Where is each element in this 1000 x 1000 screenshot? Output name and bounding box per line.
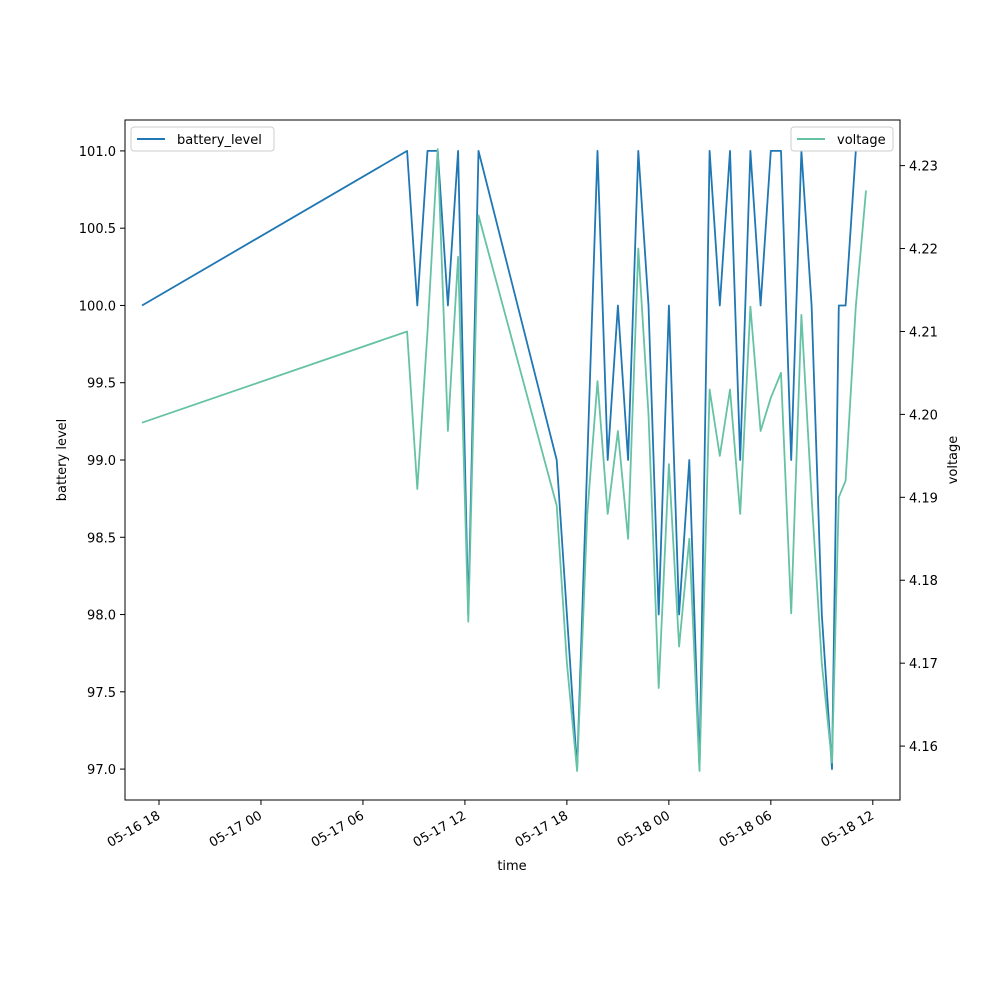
- y-axis-right: 4.16 4.17 4.18 4.19 4.20 4.21 4.22 4.23: [900, 160, 938, 755]
- legend-label-battery-level: battery_level: [177, 133, 262, 148]
- y-right-tick-label: 4.23: [909, 160, 938, 175]
- y-axis-left-title: battery level: [55, 419, 70, 502]
- series-layer: [141, 148, 867, 772]
- series-line-battery-level: [141, 149, 857, 770]
- x-tick-label: 05-18 06: [717, 808, 775, 850]
- y-left-tick-label: 97.5: [87, 686, 116, 701]
- y-right-tick-label: 4.16: [909, 740, 938, 755]
- y-left-tick-label: 101.0: [79, 145, 116, 160]
- legend-label-voltage: voltage: [837, 133, 886, 148]
- y-right-tick-label: 4.20: [909, 408, 938, 423]
- y-axis-left: 97.0 97.5 98.0 98.5 99.0 99.5 100.0 100.5 101.0: [79, 145, 125, 778]
- y-axis-right-title: voltage: [946, 436, 961, 485]
- y-right-tick-label: 4.21: [909, 325, 938, 340]
- legend-voltage: voltage: [790, 126, 894, 152]
- y-right-tick-label: 4.17: [909, 657, 938, 672]
- x-tick-label: 05-18 00: [615, 808, 673, 850]
- x-tick-label: 05-17 12: [411, 808, 469, 850]
- legend-box: [130, 126, 275, 152]
- x-axis: 05-16 18 05-17 00 05-17 06 05-17 12 05-17 18…: [105, 800, 877, 851]
- y-left-tick-label: 99.5: [87, 377, 116, 392]
- y-right-tick-label: 4.22: [909, 243, 938, 258]
- y-left-tick-label: 100.5: [79, 222, 116, 237]
- series-line-voltage: [141, 148, 867, 772]
- y-left-tick-label: 98.0: [87, 609, 116, 624]
- x-tick-label: 05-17 00: [207, 808, 265, 850]
- y-left-tick-label: 97.0: [87, 763, 116, 778]
- x-tick-label: 05-17 18: [513, 808, 571, 850]
- y-right-tick-label: 4.19: [909, 491, 938, 506]
- legend-box: [790, 126, 894, 152]
- y-left-tick-label: 100.0: [79, 299, 116, 314]
- x-tick-label: 05-17 06: [309, 808, 367, 850]
- legend-battery-level: battery_level: [130, 126, 275, 152]
- y-right-tick-label: 4.18: [909, 574, 938, 589]
- y-left-tick-label: 98.5: [87, 531, 116, 546]
- x-tick-label: 05-16 18: [105, 808, 163, 850]
- x-axis-title: time: [497, 859, 526, 874]
- x-tick-label: 05-18 12: [819, 808, 877, 850]
- y-left-tick-label: 99.0: [87, 454, 116, 469]
